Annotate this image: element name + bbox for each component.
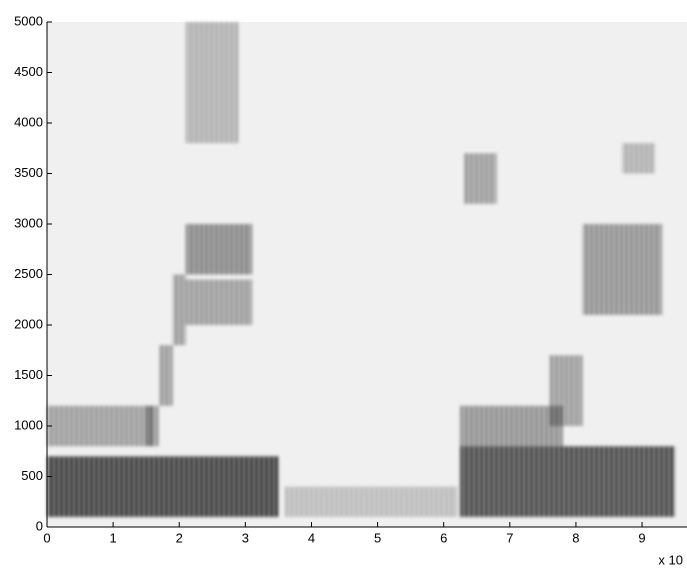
chart: x 10 05001000150020002500300035004000450… [0, 0, 687, 569]
x-tick-label: 1 [109, 530, 116, 545]
y-tick-label: 1000 [14, 417, 43, 432]
x-tick-label: 5 [374, 530, 381, 545]
y-tick-label: 4500 [14, 64, 43, 79]
y-tick-label: 3500 [14, 165, 43, 180]
spectral-region [186, 224, 252, 275]
spectral-region [186, 280, 252, 325]
y-tick-label: 3000 [14, 215, 43, 230]
spectral-region [460, 446, 675, 517]
spectral-region [285, 487, 457, 517]
spectral-region [186, 22, 239, 143]
x-tick-label: 7 [506, 530, 513, 545]
x-multiplier: x 10 [658, 552, 683, 567]
y-tick-label: 5000 [14, 13, 43, 28]
x-tick-label: 3 [242, 530, 249, 545]
spectral-region [159, 345, 172, 406]
y-tick-label: 4000 [14, 114, 43, 129]
x-tick-label: 8 [572, 530, 579, 545]
spectral-region [464, 153, 497, 204]
spectral-region [173, 275, 186, 346]
x-tick-label: 9 [638, 530, 645, 545]
spectral-region [47, 456, 278, 517]
y-tick-label: 0 [36, 518, 43, 533]
y-tick-label: 500 [21, 468, 43, 483]
x-tick-label: 4 [308, 530, 315, 545]
x-tick-label: 0 [43, 530, 50, 545]
spectral-region [583, 224, 662, 315]
spectral-region [622, 143, 655, 173]
x-tick-label: 6 [440, 530, 447, 545]
spectral-region [549, 355, 582, 426]
y-tick-label: 2500 [14, 266, 43, 281]
spectral-region [146, 406, 159, 446]
spectral-region [47, 406, 153, 446]
y-tick-label: 2000 [14, 316, 43, 331]
spectral-region [460, 406, 562, 446]
x-tick-label: 2 [176, 530, 183, 545]
y-tick-label: 1500 [14, 367, 43, 382]
